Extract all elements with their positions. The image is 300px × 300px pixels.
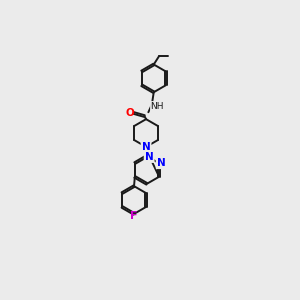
Text: N: N: [142, 142, 150, 152]
Text: N: N: [157, 158, 166, 168]
Text: N: N: [145, 152, 154, 162]
Text: F: F: [130, 211, 138, 221]
Text: NH: NH: [150, 102, 164, 111]
Text: O: O: [125, 108, 134, 118]
